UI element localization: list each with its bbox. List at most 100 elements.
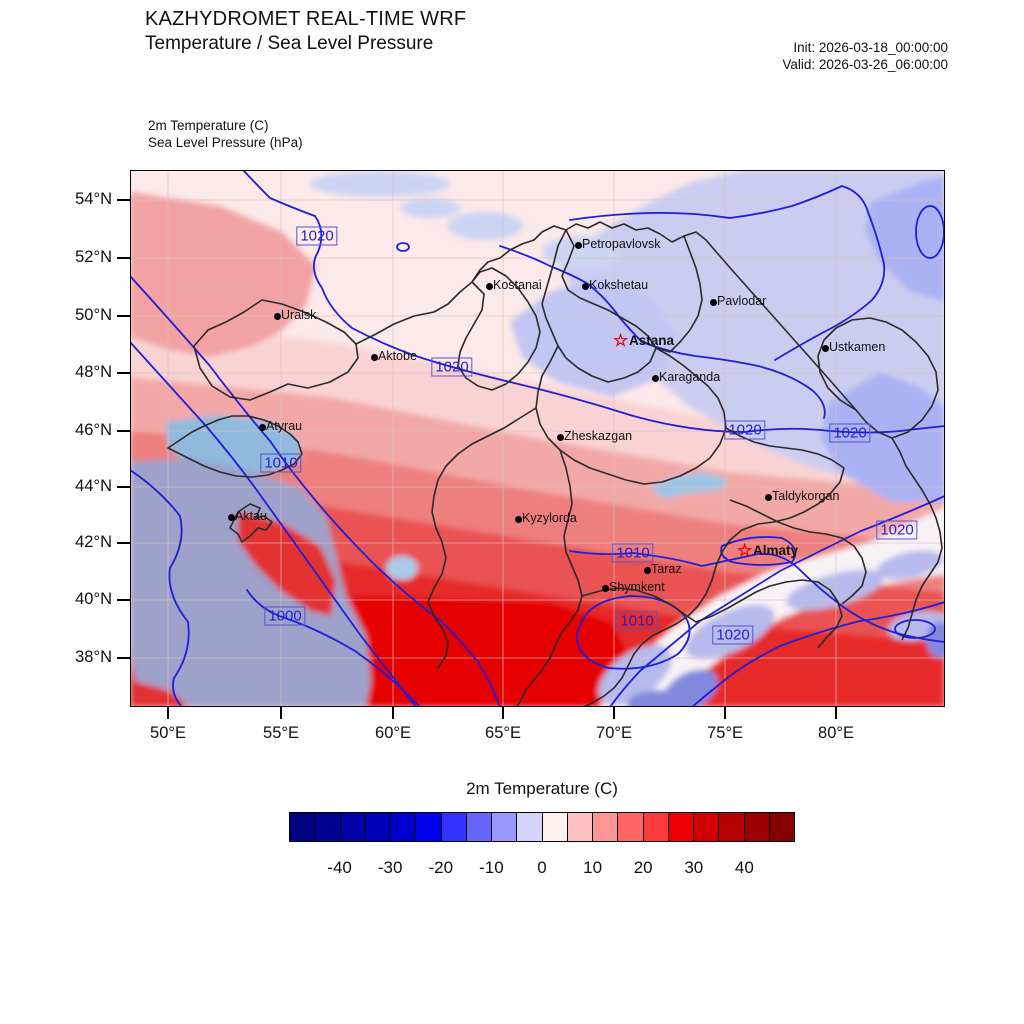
layer-label-pressure: Sea Level Pressure (hPa) bbox=[148, 135, 303, 150]
lat-tick-label: 50°N bbox=[75, 306, 112, 324]
city-label: Kyzylorda bbox=[522, 511, 577, 525]
colorbar-tick-label: -10 bbox=[479, 858, 504, 877]
colorbar-tick-label: 20 bbox=[633, 858, 653, 877]
city-marker bbox=[601, 584, 609, 592]
colorbar bbox=[289, 812, 795, 842]
colorbar-tick-label: 10 bbox=[583, 858, 603, 877]
city-label: Taldykorgan bbox=[772, 489, 840, 503]
colorbar-cell bbox=[390, 813, 416, 841]
lat-tick-label: 40°N bbox=[75, 590, 112, 608]
colorbar-cell bbox=[718, 813, 744, 841]
city-marker bbox=[227, 513, 235, 521]
colorbar-cell bbox=[314, 813, 340, 841]
city-label: Uralsk bbox=[281, 308, 317, 322]
pressure-contour-label: 1020 bbox=[712, 625, 754, 645]
colorbar-cell bbox=[516, 813, 542, 841]
colorbar-cell bbox=[617, 813, 643, 841]
page-subtitle: Temperature / Sea Level Pressure bbox=[145, 33, 434, 54]
city-label: Aktau bbox=[235, 509, 267, 523]
lat-tick-label: 54°N bbox=[75, 190, 112, 208]
capital-star-icon: ☆ bbox=[737, 541, 753, 560]
colorbar-tick-label: -20 bbox=[428, 858, 454, 877]
colorbar-cell bbox=[339, 813, 365, 841]
lat-tick bbox=[117, 599, 130, 601]
colorbar-tick-label: -40 bbox=[327, 858, 352, 877]
colorbar-cell bbox=[566, 813, 592, 841]
lon-tick bbox=[613, 707, 615, 719]
lon-tick-label: 70°E bbox=[596, 724, 632, 742]
lon-tick bbox=[502, 707, 504, 719]
colorbar-cell bbox=[415, 813, 441, 841]
colorbar-cell bbox=[768, 813, 794, 841]
lat-tick bbox=[117, 430, 130, 432]
layer-label-temperature: 2m Temperature (C) bbox=[148, 118, 269, 133]
city-label: Pavlodar bbox=[717, 294, 767, 308]
lat-tick-label: 46°N bbox=[75, 421, 112, 439]
colorbar-cell bbox=[743, 813, 769, 841]
temperature-field-svg bbox=[130, 170, 945, 707]
colorbar-cell bbox=[592, 813, 618, 841]
lat-tick bbox=[117, 486, 130, 488]
lat-tick bbox=[117, 657, 130, 659]
lat-tick bbox=[117, 315, 130, 317]
pressure-contour-label: 1010 bbox=[612, 543, 654, 563]
city-marker bbox=[821, 344, 829, 352]
init-timestamp: Init: 2026-03-18_00:00:00 bbox=[793, 40, 948, 55]
graticule bbox=[130, 170, 945, 707]
lon-tick bbox=[167, 707, 169, 719]
lat-tick bbox=[117, 372, 130, 374]
lon-tick bbox=[392, 707, 394, 719]
pressure-contour-label: 1010 bbox=[616, 611, 658, 631]
city-marker bbox=[581, 282, 589, 290]
colorbar-cell bbox=[541, 813, 567, 841]
pressure-contour-label: 1010 bbox=[260, 453, 302, 473]
lon-tick-label: 50°E bbox=[150, 724, 186, 742]
city-label: Astana bbox=[629, 333, 675, 348]
city-label: Aktobe bbox=[378, 349, 417, 363]
city-label: Ustkamen bbox=[829, 340, 886, 354]
lat-tick-label: 42°N bbox=[75, 533, 112, 551]
lon-tick-label: 80°E bbox=[818, 724, 854, 742]
pressure-contour-label: 1020 bbox=[724, 420, 766, 440]
city-marker bbox=[485, 282, 493, 290]
lat-tick bbox=[117, 199, 130, 201]
colorbar-cell bbox=[491, 813, 517, 841]
lat-tick-label: 44°N bbox=[75, 477, 112, 495]
colorbar-tick-label: 30 bbox=[684, 858, 704, 877]
colorbar-cell bbox=[667, 813, 693, 841]
colorbar-cell bbox=[642, 813, 668, 841]
city-marker bbox=[651, 374, 659, 382]
colorbar-cell bbox=[465, 813, 491, 841]
city-label: Karaganda bbox=[659, 370, 721, 384]
city-marker bbox=[764, 493, 772, 501]
lon-tick-label: 75°E bbox=[707, 724, 743, 742]
lon-tick bbox=[835, 707, 837, 719]
city-marker bbox=[643, 566, 651, 574]
colorbar-cell bbox=[364, 813, 390, 841]
city-label: Taraz bbox=[651, 562, 682, 576]
colorbar-cell bbox=[290, 813, 315, 841]
lon-tick bbox=[724, 707, 726, 719]
pressure-contour-label: 1020 bbox=[431, 357, 473, 377]
city-marker bbox=[556, 433, 564, 441]
capital-star-icon: ☆ bbox=[613, 331, 629, 350]
lat-tick bbox=[117, 257, 130, 259]
colorbar-tick-label: -30 bbox=[377, 858, 403, 877]
lon-tick-label: 55°E bbox=[263, 724, 299, 742]
city-marker bbox=[514, 515, 522, 523]
city-label: Kostanai bbox=[493, 278, 542, 292]
admin-borders bbox=[167, 221, 943, 707]
colorbar-title: 2m Temperature (C) bbox=[466, 779, 618, 798]
lat-tick-label: 52°N bbox=[75, 248, 112, 266]
pressure-contour-label: 1000 bbox=[264, 606, 306, 626]
colorbar-tick-label: 40 bbox=[734, 858, 754, 877]
lat-tick bbox=[117, 542, 130, 544]
lon-tick bbox=[280, 707, 282, 719]
colorbar-cell bbox=[693, 813, 719, 841]
city-marker bbox=[709, 298, 717, 306]
lon-tick-label: 65°E bbox=[485, 724, 521, 742]
city-label: Atyrau bbox=[266, 419, 303, 433]
map-canvas bbox=[130, 170, 945, 707]
pressure-contour-label: 1020 bbox=[876, 520, 918, 540]
